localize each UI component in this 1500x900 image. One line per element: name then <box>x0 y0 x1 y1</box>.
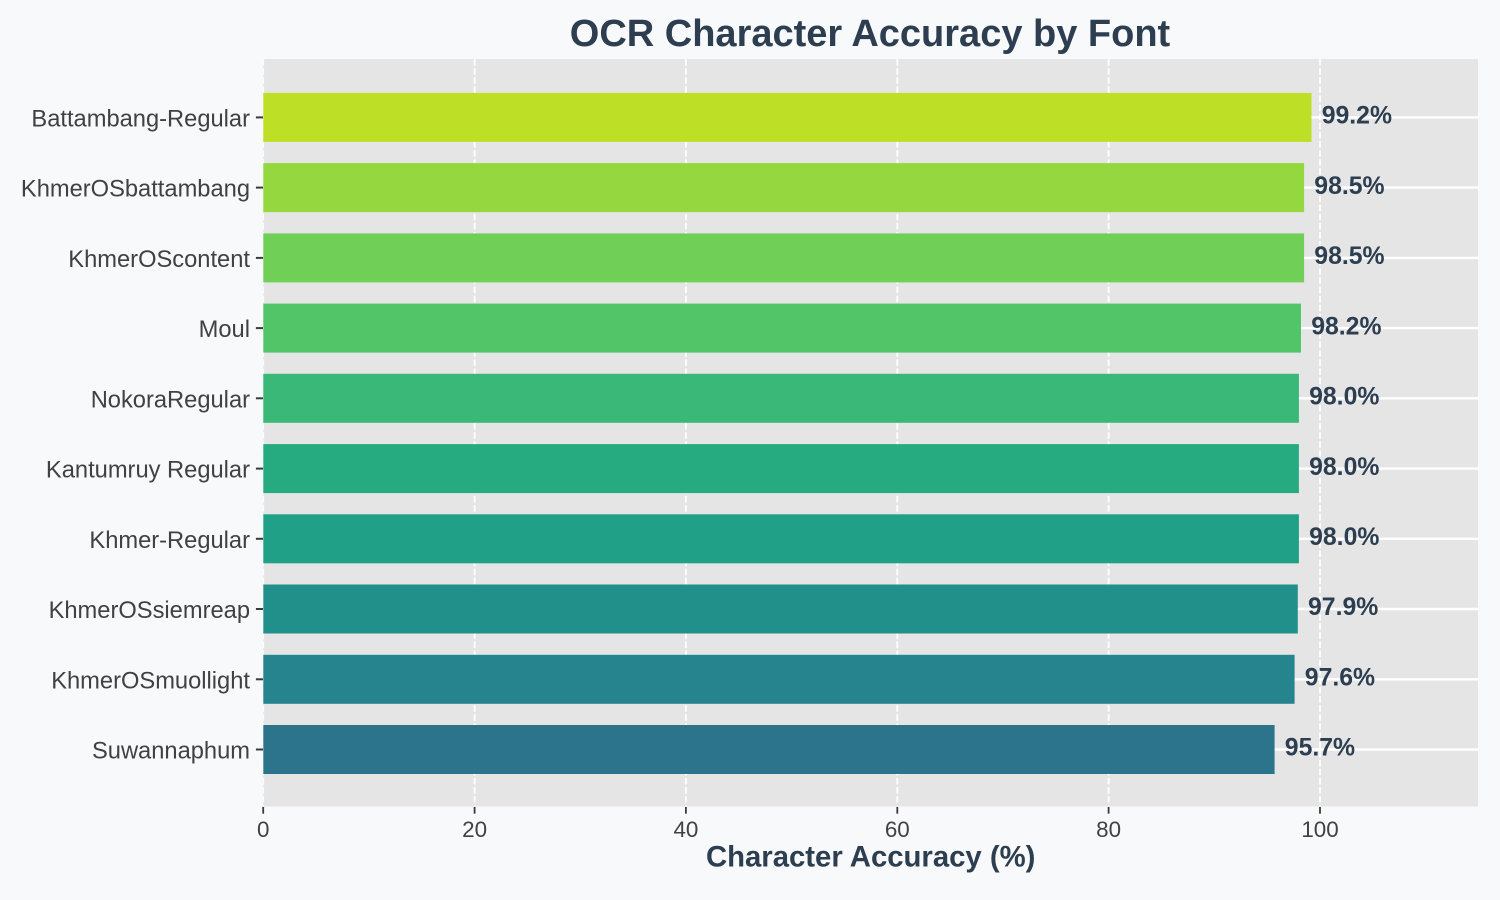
svg-text:97.9%: 97.9% <box>1308 594 1378 621</box>
svg-text:80: 80 <box>1096 817 1121 842</box>
svg-text:98.0%: 98.0% <box>1309 384 1379 411</box>
svg-text:0: 0 <box>257 817 269 842</box>
svg-text:60: 60 <box>885 817 910 842</box>
svg-text:KhmerOScontent: KhmerOScontent <box>68 247 250 273</box>
svg-text:97.6%: 97.6% <box>1305 665 1375 692</box>
svg-text:98.0%: 98.0% <box>1309 454 1379 481</box>
svg-text:100: 100 <box>1301 817 1338 842</box>
svg-text:Battambang-Regular: Battambang-Regular <box>31 106 250 132</box>
svg-text:20: 20 <box>462 817 487 842</box>
svg-text:KhmerOSmuollight: KhmerOSmuollight <box>51 668 250 694</box>
svg-text:KhmerOSsiemreap: KhmerOSsiemreap <box>49 598 250 624</box>
svg-text:98.5%: 98.5% <box>1314 173 1384 200</box>
svg-text:99.2%: 99.2% <box>1322 103 1392 130</box>
svg-text:Khmer-Regular: Khmer-Regular <box>89 528 250 554</box>
svg-text:OCR Character Accuracy by Font: OCR Character Accuracy by Font <box>570 13 1171 55</box>
svg-text:Moul: Moul <box>199 317 250 343</box>
svg-text:98.0%: 98.0% <box>1309 524 1379 551</box>
svg-text:98.2%: 98.2% <box>1311 313 1381 340</box>
svg-text:98.5%: 98.5% <box>1314 243 1384 270</box>
svg-text:Character Accuracy (%): Character Accuracy (%) <box>706 841 1035 874</box>
svg-text:KhmerOSbattambang: KhmerOSbattambang <box>21 177 250 203</box>
svg-text:Suwannaphum: Suwannaphum <box>92 739 250 765</box>
svg-text:95.7%: 95.7% <box>1285 735 1355 762</box>
svg-text:40: 40 <box>673 817 698 842</box>
svg-text:NokoraRegular: NokoraRegular <box>91 387 250 413</box>
svg-text:Kantumruy Regular: Kantumruy Regular <box>46 458 250 484</box>
